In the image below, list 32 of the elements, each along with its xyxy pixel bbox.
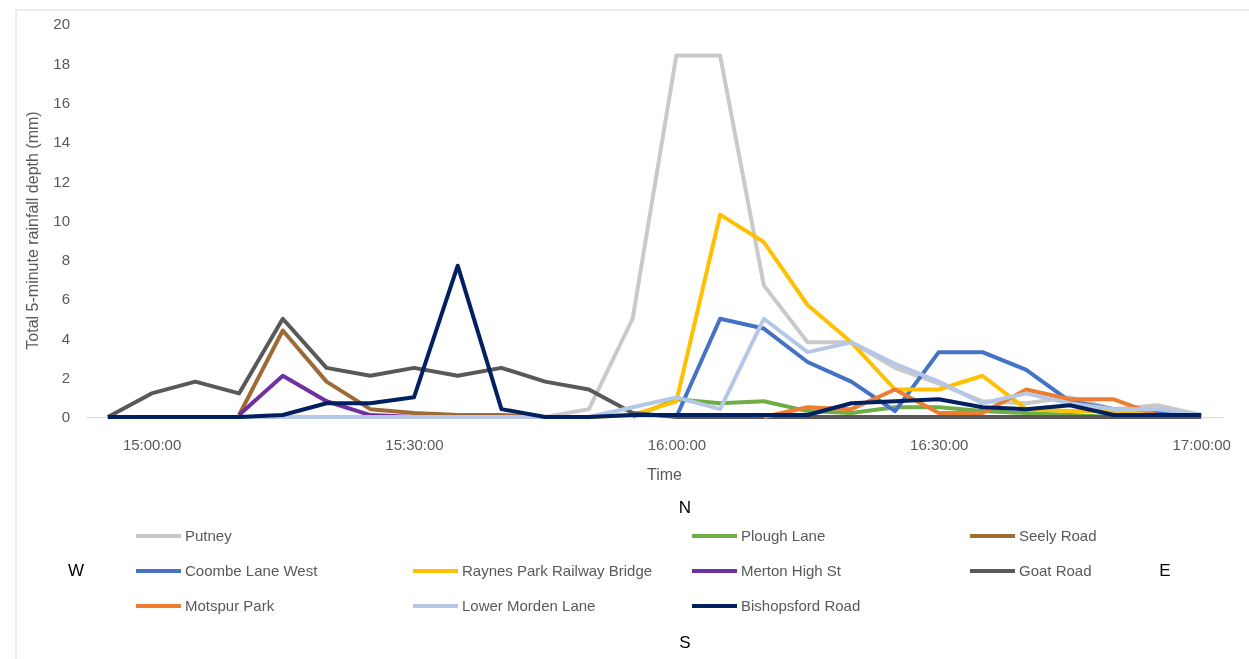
y-tick-label: 4: [61, 329, 70, 347]
text: E: [1159, 561, 1171, 580]
y-tick-label: 14: [53, 133, 70, 151]
y-tick-label: 18: [53, 54, 70, 72]
text: N: [678, 498, 692, 517]
x-tick-label: 16:30:00: [910, 435, 969, 453]
y-tick-label: 10: [53, 211, 70, 229]
x-tick-label: 15:30:00: [385, 435, 444, 453]
y-axis-title: Total 5-minute rainfall depth (mm): [24, 111, 41, 350]
legend-label: Merton High St: [741, 562, 842, 579]
legend-label: Raynes Park Railway Bridge: [462, 562, 653, 579]
y-tick-label: 8: [61, 251, 70, 269]
x-tick-label: 16:00:00: [647, 435, 707, 453]
legend-label: Putney: [185, 527, 233, 544]
legend-label: Plough Lane: [741, 527, 826, 544]
legend-label: Bishopsford Road: [741, 597, 861, 614]
legend-label: Lower Morden Lane: [462, 597, 596, 614]
x-axis-title: Time: [647, 466, 683, 483]
text: S: [679, 633, 691, 652]
legend-label: Motspur Park: [185, 597, 275, 614]
y-tick-label: 2: [61, 369, 70, 386]
y-tick-label: 20: [53, 15, 70, 33]
legend-label: Coombe Lane West: [185, 562, 319, 579]
y-tick-label: 0: [61, 408, 70, 426]
x-tick-label: 17:00:00: [1172, 435, 1231, 453]
y-tick-label: 6: [61, 290, 70, 308]
legend-label: Seely Road: [1019, 527, 1097, 544]
y-tick-label: 16: [53, 93, 70, 111]
text: W: [67, 561, 85, 580]
legend-label: Goat Road: [1019, 562, 1092, 579]
y-tick-label: 12: [53, 172, 70, 190]
x-tick-label: 15:00:00: [122, 435, 182, 453]
